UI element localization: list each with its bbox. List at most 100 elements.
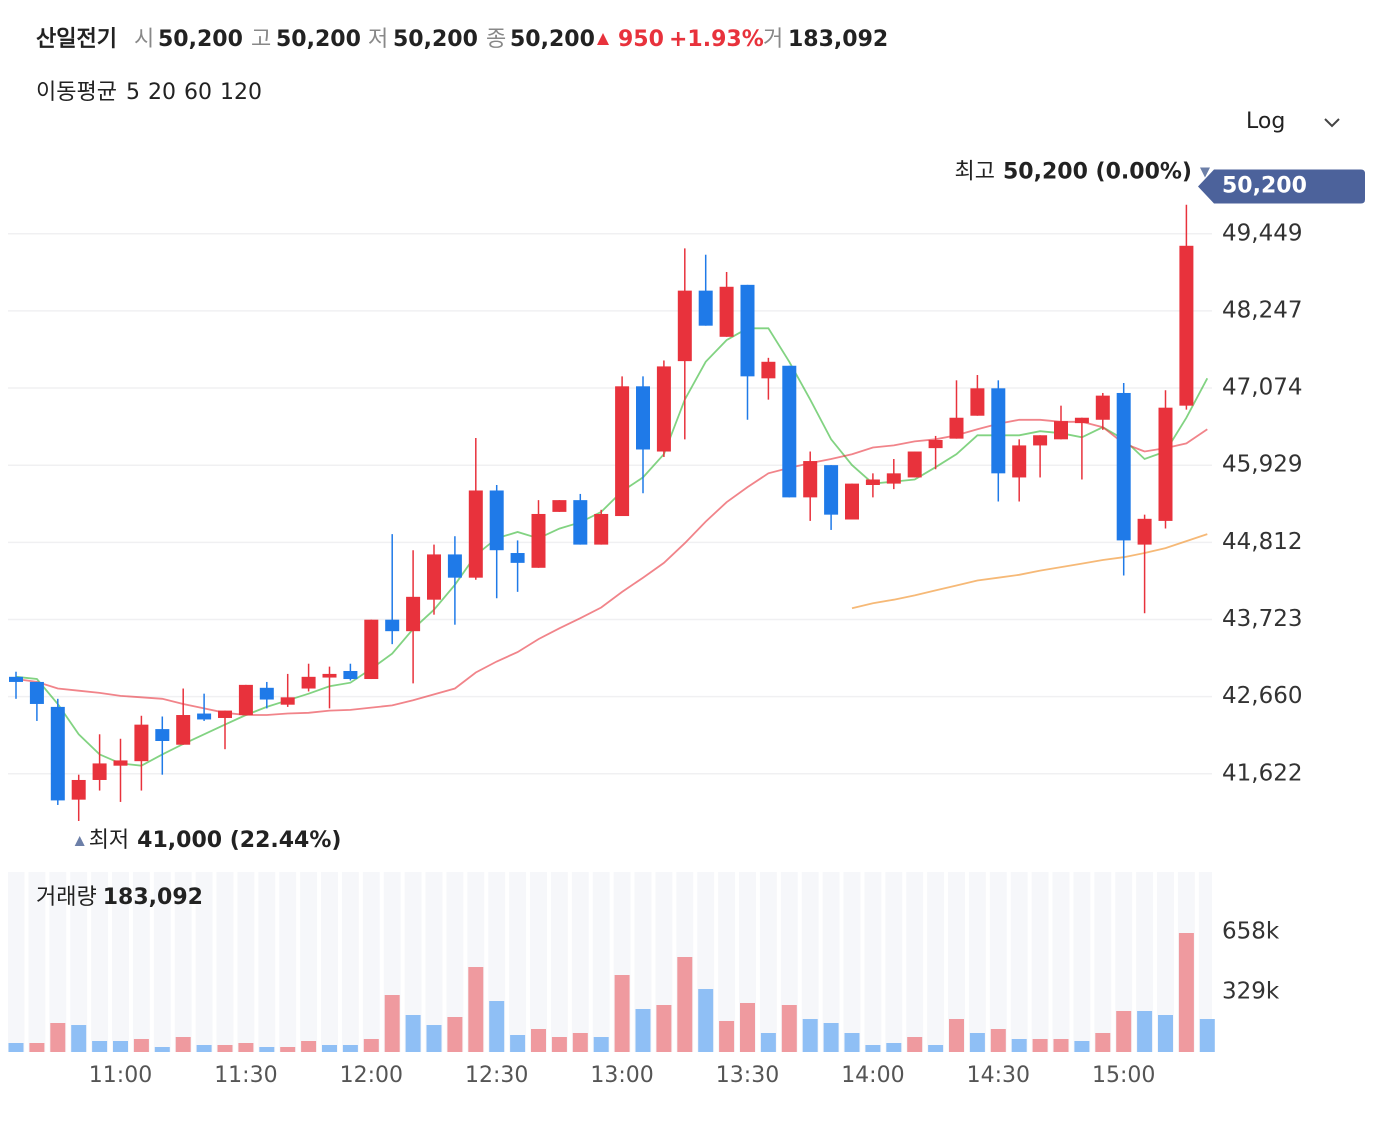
volume-bar xyxy=(301,1041,317,1052)
candle-body xyxy=(698,290,713,326)
candle-body xyxy=(1137,518,1152,545)
volume-bar xyxy=(133,1038,149,1052)
min-label: 최저 xyxy=(89,828,129,853)
volume-bar xyxy=(551,1037,567,1052)
candle-body xyxy=(29,681,44,704)
volume-bar xyxy=(1116,1011,1132,1052)
y-tick-label: 49,449 xyxy=(1222,220,1302,246)
candle-body xyxy=(259,687,274,700)
x-tick-label: 12:00 xyxy=(340,1063,403,1088)
volume-bar xyxy=(1074,1041,1090,1052)
candle-body xyxy=(845,483,859,520)
y-tick-label: 47,074 xyxy=(1222,375,1302,401)
volume-bar xyxy=(698,989,714,1052)
candle-body xyxy=(991,388,1006,474)
volume-bar xyxy=(969,1032,985,1052)
volume-bar xyxy=(886,1043,902,1052)
volume-bar xyxy=(1095,1032,1111,1052)
min-icon xyxy=(74,835,85,846)
volume-bar xyxy=(1178,933,1194,1052)
ma-legend-label: 이동평균 xyxy=(36,80,117,105)
volume-bar xyxy=(1011,1038,1027,1052)
volume-bar xyxy=(1158,1014,1173,1052)
volume-bar xyxy=(719,1020,735,1052)
max-icon xyxy=(1200,167,1210,178)
volume-label: 거 xyxy=(763,27,783,52)
candle-body xyxy=(1012,445,1027,478)
max-text: 50,200 (0.00%) xyxy=(1003,160,1192,185)
volume-bar xyxy=(238,1043,254,1052)
volume-bar xyxy=(29,1043,45,1052)
y-tick-label: 44,812 xyxy=(1222,529,1302,555)
close-value: 50,200 xyxy=(510,27,595,52)
candle-body xyxy=(510,553,525,563)
volume-bar xyxy=(531,1029,546,1052)
volume-bar xyxy=(1199,1019,1215,1052)
candle-body xyxy=(719,286,734,337)
volume-bar xyxy=(175,1037,191,1052)
stock-name: 산일전기 xyxy=(36,27,117,52)
volume-bar xyxy=(342,1044,358,1052)
min-text: 41,000 (22.44%) xyxy=(137,828,341,853)
volume-bar xyxy=(468,967,484,1052)
volume-bar xyxy=(489,1001,505,1052)
volume-bar xyxy=(1053,1038,1069,1052)
open-value: 50,200 xyxy=(158,27,243,52)
volume-bar xyxy=(405,1014,421,1052)
candle-body xyxy=(615,386,630,517)
volume-bar xyxy=(384,995,400,1052)
y-tick-label: 42,660 xyxy=(1222,683,1302,709)
candle-body xyxy=(970,388,985,416)
candle-body xyxy=(949,417,964,439)
candle-body xyxy=(865,479,880,485)
legend-entry: 5 xyxy=(126,80,140,105)
low-value: 50,200 xyxy=(393,27,478,52)
candle-body xyxy=(824,465,839,515)
volume-bar xyxy=(949,1019,964,1052)
volume-bar xyxy=(907,1037,923,1052)
candle-body xyxy=(531,513,546,568)
price-tag xyxy=(1198,169,1365,204)
scale-toggle[interactable]: Log xyxy=(1246,109,1340,134)
high-label: 고 xyxy=(251,27,271,52)
volume-bar xyxy=(844,1032,860,1052)
legend-entry: 60 xyxy=(184,80,212,105)
volume-bar xyxy=(802,1019,818,1052)
volume-bar xyxy=(1137,1011,1153,1052)
volume-bar xyxy=(1032,1038,1048,1052)
candle-body xyxy=(197,713,212,720)
close-label: 종 xyxy=(486,27,506,52)
ma-line xyxy=(15,418,1208,716)
y-tick-label: 658k xyxy=(1222,919,1280,945)
x-tick-label: 11:00 xyxy=(89,1063,152,1088)
candle-body xyxy=(761,361,776,379)
candle-body xyxy=(468,490,483,578)
volume-bar xyxy=(656,1005,672,1052)
candle-body xyxy=(1054,421,1068,440)
scale-toggle-label[interactable]: Log xyxy=(1246,109,1285,134)
volume-bar xyxy=(154,1047,170,1052)
volume-bar xyxy=(196,1044,212,1052)
candle-body xyxy=(385,619,400,632)
candle-body xyxy=(301,676,316,689)
volume-bar xyxy=(865,1044,881,1052)
volume-bar xyxy=(823,1023,839,1052)
price-tag-label: 50,200 xyxy=(1222,174,1307,199)
candle-body xyxy=(113,760,128,766)
candle-body xyxy=(1116,392,1131,541)
candle-body xyxy=(928,439,943,449)
candle-body xyxy=(803,461,818,498)
volume-bar xyxy=(635,1008,651,1052)
y-tick-label: 48,247 xyxy=(1222,297,1302,323)
volume-bar xyxy=(71,1025,87,1052)
volume-bar xyxy=(740,1002,755,1052)
chevron-icon[interactable] xyxy=(1324,118,1340,128)
candle-body xyxy=(50,706,65,801)
candle-body xyxy=(280,697,295,705)
volume-bar xyxy=(280,1047,296,1052)
legend-entry: 20 xyxy=(148,80,176,105)
volume-bar xyxy=(113,1041,128,1052)
candle-body xyxy=(907,451,922,478)
volume-bar xyxy=(677,957,693,1052)
